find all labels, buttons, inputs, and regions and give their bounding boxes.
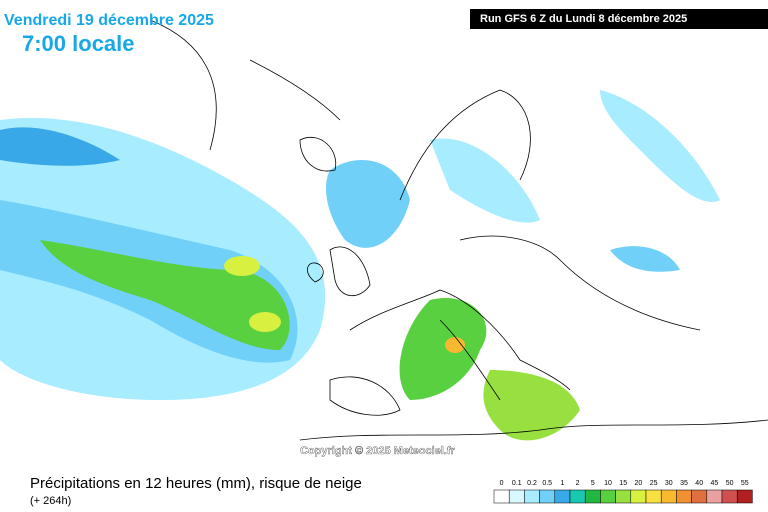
legend-label: 15 — [619, 480, 627, 487]
coastlines — [149, 19, 768, 441]
copyright: Copyright © 2025 Meteociel.fr — [300, 445, 456, 457]
precipitation — [0, 90, 720, 441]
run: Run GFS 6 Z du Lundi 8 décembre 2025 — [480, 13, 687, 25]
legend-swatch — [600, 489, 616, 504]
footer: Précipitations en 12 heures (mm), risque… — [0, 470, 768, 512]
legend-label: 35 — [680, 480, 688, 487]
legend-label: 55 — [741, 480, 749, 487]
legend-swatch — [660, 489, 677, 504]
legend-label: 1 — [560, 480, 564, 487]
legend-label: 0.5 — [542, 480, 552, 487]
footer-title: Précipitations en 12 heures (mm), risque… — [30, 475, 362, 492]
legend-swatch — [493, 489, 510, 504]
legend-swatch — [554, 489, 571, 504]
legend-label: 40 — [695, 480, 703, 487]
legend-swatch — [736, 489, 753, 504]
legend-label: 2 — [576, 480, 580, 487]
time: 7:00 locale — [22, 31, 135, 56]
legend-swatch — [539, 489, 556, 504]
legend-swatch — [584, 489, 601, 504]
legend-swatch — [645, 489, 662, 504]
legend-swatch — [508, 489, 525, 504]
legend-swatch — [706, 489, 723, 504]
legend-label: 5 — [591, 480, 595, 487]
legend-label: 45 — [711, 480, 719, 487]
legend-swatch — [630, 489, 647, 504]
legend-swatch — [615, 489, 632, 504]
legend-swatch — [676, 489, 692, 504]
legend: 0 0.1 0.2 0.5 1 2 5 10 15 20 25 30 35 40 45 50 55 — [493, 480, 753, 504]
run-box — [470, 9, 768, 29]
legend-swatch — [524, 489, 540, 504]
legend-swatch — [691, 489, 708, 504]
legend-label: 10 — [604, 480, 612, 487]
legend-swatch — [569, 489, 586, 504]
legend-label: 0.1 — [512, 480, 522, 487]
legend-label: 50 — [726, 480, 734, 487]
footer-lead: (+ 264h) — [30, 495, 72, 507]
legend-label: 25 — [650, 480, 658, 487]
map: Vendredi 19 décembre 2025 7:00 locale Ru… — [0, 9, 768, 458]
legend-label: 0 — [500, 480, 504, 487]
legend-label: 20 — [635, 480, 643, 487]
legend-label: 30 — [665, 480, 673, 487]
date: Vendredi 19 décembre 2025 — [4, 12, 214, 29]
legend-label: 0.2 — [527, 480, 537, 487]
legend-swatch — [721, 489, 738, 504]
